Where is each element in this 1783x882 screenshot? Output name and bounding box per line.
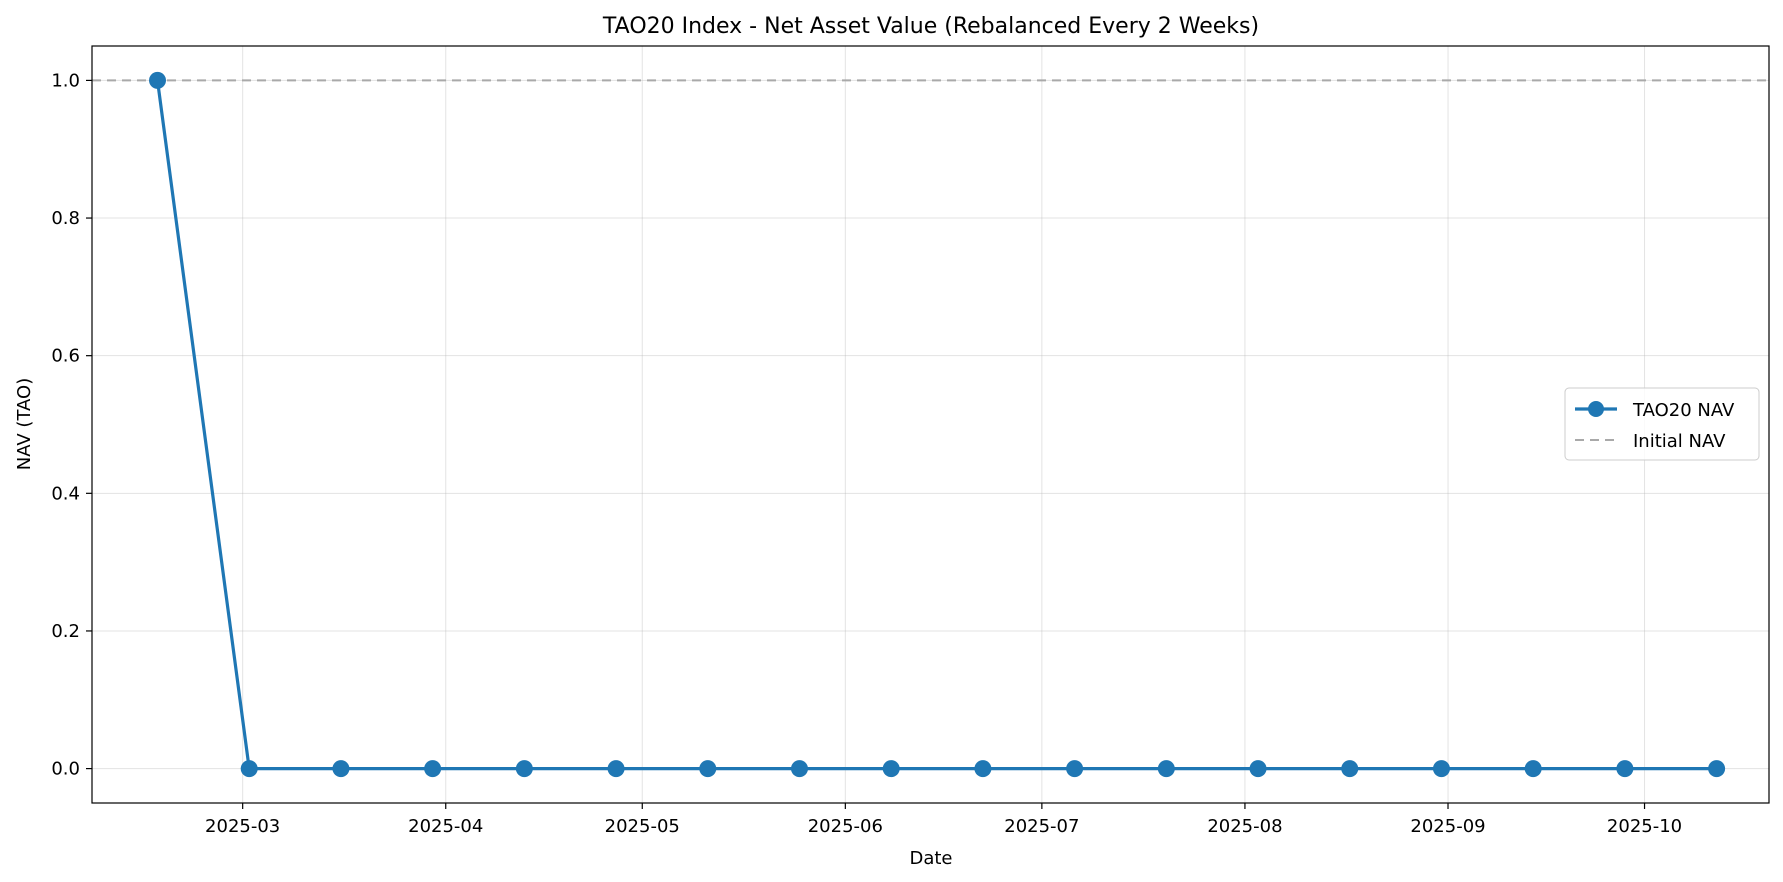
tao20-nav-point bbox=[515, 760, 533, 778]
tao20-nav-point bbox=[1341, 760, 1359, 778]
plot-area-frame bbox=[91, 45, 1770, 804]
tao20-nav-point bbox=[882, 760, 900, 778]
x-axis: 2025-03 2025-04 2025-05 2025-06 2025-07 2025-… bbox=[205, 803, 1682, 837]
tao20-nav-point bbox=[332, 760, 350, 778]
x-axis-label: Date bbox=[909, 848, 952, 869]
tao20-nav-point bbox=[1616, 760, 1634, 778]
y-axis-label: NAV (TAO) bbox=[14, 378, 35, 470]
y-tick-label: 0.2 bbox=[51, 621, 80, 642]
tao20-nav-point bbox=[790, 760, 808, 778]
y-tick-label: 1.0 bbox=[51, 70, 80, 91]
y-axis: 0.0 0.2 0.4 0.6 0.8 1.0 bbox=[51, 70, 92, 780]
y-tick-label: 0.4 bbox=[51, 483, 80, 504]
tao20-nav-point bbox=[1708, 760, 1726, 778]
tao20-nav-point bbox=[974, 760, 992, 778]
tao20-nav-line bbox=[155, 80, 1717, 771]
tao20-nav-point bbox=[699, 760, 717, 778]
tao20-nav-point bbox=[149, 71, 167, 89]
tao20-nav-point bbox=[607, 760, 625, 778]
x-tick-label: 2025-06 bbox=[808, 816, 883, 837]
legend-label-tao20-nav: TAO20 NAV bbox=[1632, 400, 1735, 421]
tao20-nav-point bbox=[240, 760, 258, 778]
x-tick-label: 2025-10 bbox=[1607, 816, 1682, 837]
tao20-nav-point bbox=[1249, 760, 1267, 778]
tao20-nav-point bbox=[1432, 760, 1450, 778]
x-tick-label: 2025-04 bbox=[408, 816, 483, 837]
x-tick-label: 2025-09 bbox=[1410, 816, 1485, 837]
legend: TAO20 NAV Initial NAV bbox=[1564, 387, 1760, 461]
legend-marker-tao20-nav bbox=[1588, 401, 1604, 417]
chart-title: TAO20 Index - Net Asset Value (Rebalance… bbox=[602, 14, 1259, 39]
legend-label-initial-nav: Initial NAV bbox=[1633, 431, 1726, 452]
x-tick-label: 2025-05 bbox=[605, 816, 680, 837]
x-tick-label: 2025-03 bbox=[205, 816, 280, 837]
y-tick-label: 0.0 bbox=[51, 759, 80, 780]
tao20-nav-point bbox=[1066, 760, 1084, 778]
tao20-nav-point bbox=[424, 760, 442, 778]
x-tick-label: 2025-08 bbox=[1207, 816, 1282, 837]
tao20-nav-point bbox=[1524, 760, 1542, 778]
legend-box bbox=[1564, 387, 1760, 461]
y-tick-label: 0.8 bbox=[51, 208, 80, 229]
x-tick-label: 2025-07 bbox=[1004, 816, 1079, 837]
y-tick-label: 0.6 bbox=[51, 346, 80, 367]
series-layer bbox=[149, 71, 1726, 778]
tao20-nav-point bbox=[1157, 760, 1175, 778]
